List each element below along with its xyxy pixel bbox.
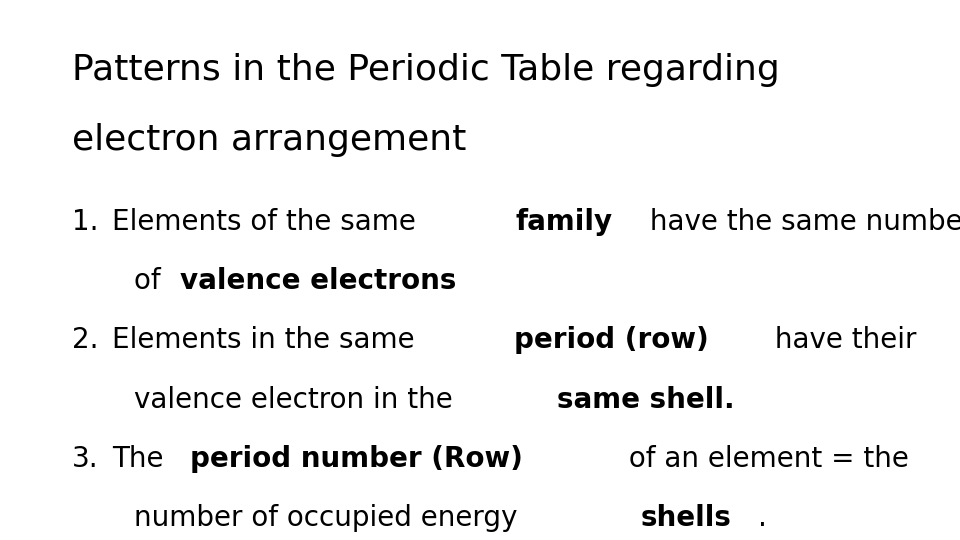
- Text: same shell.: same shell.: [557, 386, 734, 414]
- Text: valence electrons: valence electrons: [180, 267, 457, 295]
- Text: have the same number: have the same number: [641, 207, 960, 235]
- Text: of: of: [134, 267, 170, 295]
- Text: shells: shells: [640, 504, 732, 532]
- Text: period (row): period (row): [515, 326, 709, 354]
- Text: .: .: [757, 504, 767, 532]
- Text: family: family: [516, 207, 613, 235]
- Text: The: The: [112, 445, 173, 473]
- Text: period number (Row): period number (Row): [190, 445, 523, 473]
- Text: Elements of the same: Elements of the same: [112, 207, 425, 235]
- Text: Patterns in the Periodic Table regarding: Patterns in the Periodic Table regarding: [72, 53, 780, 87]
- Text: valence electron in the: valence electron in the: [134, 386, 462, 414]
- Text: 2.: 2.: [72, 326, 99, 354]
- Text: Elements in the same: Elements in the same: [112, 326, 423, 354]
- Text: of an element = the: of an element = the: [620, 445, 908, 473]
- Text: electron arrangement: electron arrangement: [72, 124, 467, 157]
- Text: have their: have their: [765, 326, 916, 354]
- Text: 3.: 3.: [72, 445, 99, 473]
- Text: 1.: 1.: [72, 207, 99, 235]
- Text: number of occupied energy: number of occupied energy: [134, 504, 527, 532]
